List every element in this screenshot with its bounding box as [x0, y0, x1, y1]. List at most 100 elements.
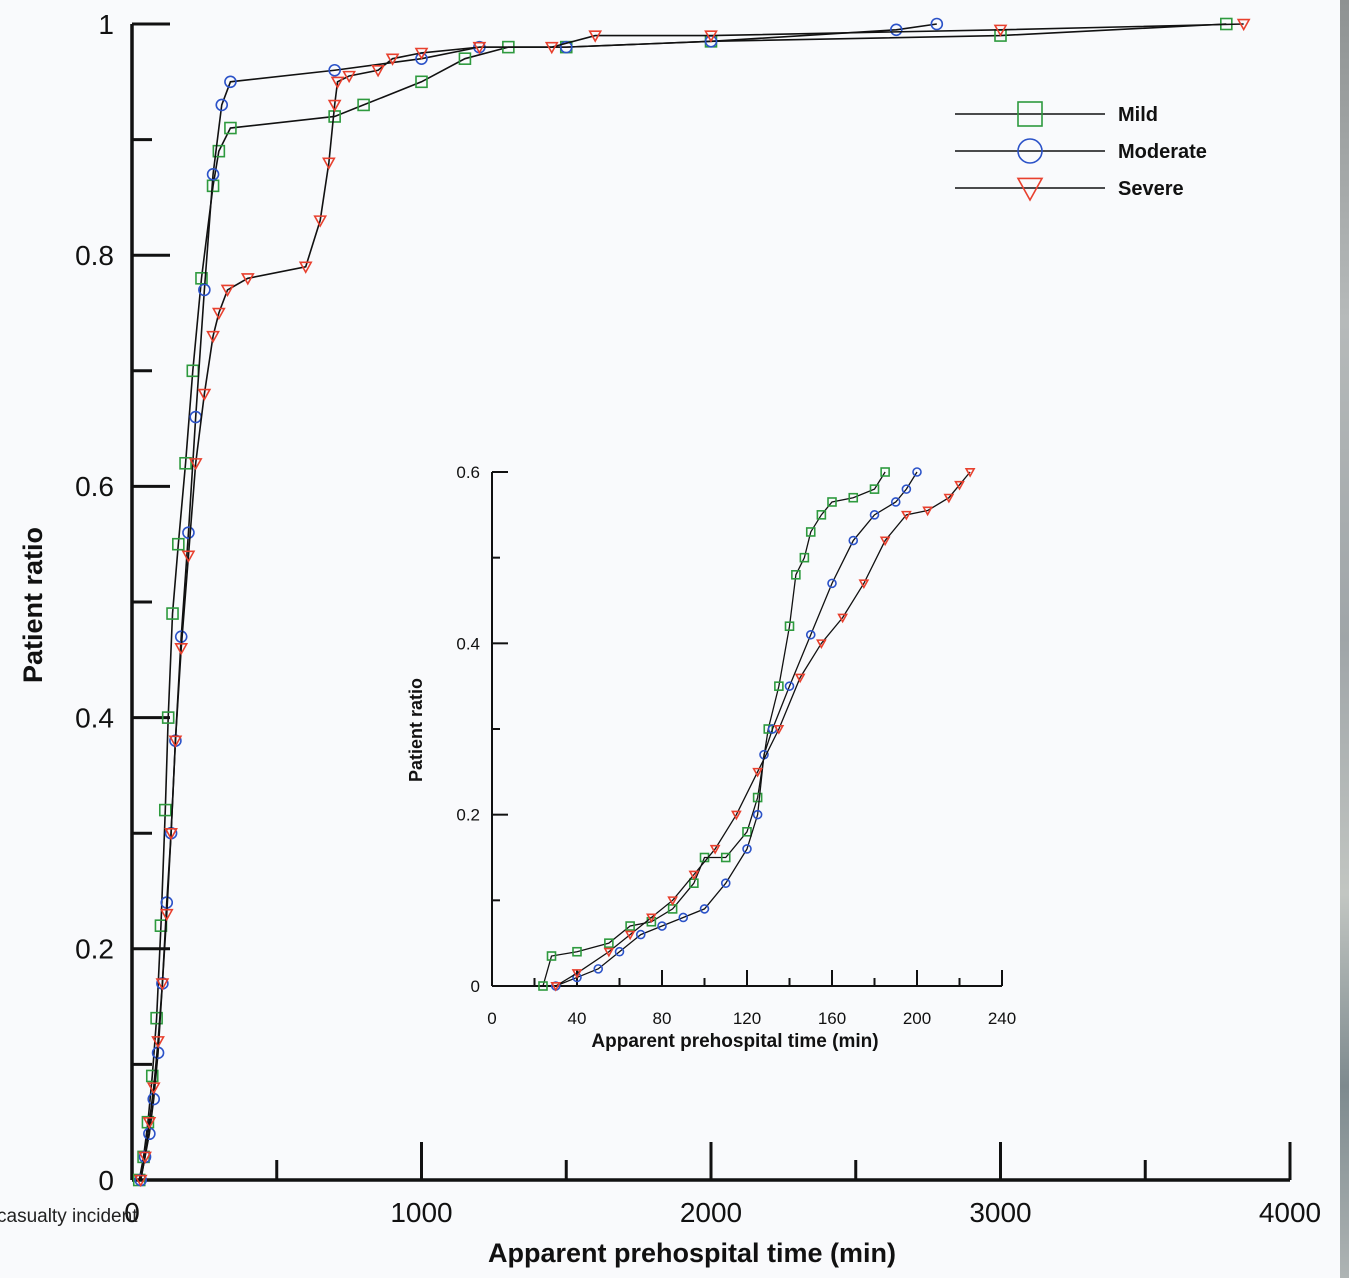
inset-x-tick-label: 40 — [568, 1009, 587, 1028]
main-point-severe — [155, 978, 170, 991]
main-point-severe — [181, 550, 196, 563]
main-point-severe — [151, 1036, 165, 1049]
inset-point-mild — [880, 467, 890, 477]
inset-point-mild — [752, 792, 763, 803]
inset-y-tick-label: 0 — [471, 977, 480, 996]
main-point-mild — [172, 537, 185, 551]
main-point-severe — [240, 273, 255, 286]
photo-edge-strip — [1340, 0, 1349, 1278]
main-point-severe — [168, 735, 183, 748]
inset-point-severe — [879, 536, 891, 547]
inset-point-severe — [837, 613, 848, 624]
main-point-severe — [385, 53, 400, 66]
main-series-line-moderate — [139, 23, 937, 1181]
inset-x-tick-label: 160 — [818, 1009, 846, 1028]
main-point-moderate — [182, 526, 195, 539]
inset-point-mild — [869, 484, 880, 494]
main-x-tick-label: 1000 — [390, 1197, 452, 1228]
inset-point-severe — [816, 639, 827, 649]
main-plot: 00.20.40.60.81 0 1000 2000 3000 4000 Apparen… — [18, 9, 1321, 1268]
inset-point-moderate — [912, 467, 922, 477]
inset-point-severe — [943, 493, 955, 504]
main-point-severe — [211, 307, 226, 321]
inset-point-mild — [784, 621, 795, 632]
main-point-severe — [313, 215, 328, 228]
inset-y-tick-label: 0.6 — [456, 463, 480, 482]
main-series-line-mild — [138, 23, 1227, 1181]
inset-point-mild — [742, 826, 752, 837]
main-y-tick-label: 0 — [98, 1165, 114, 1196]
inset-y-axis-ticks: 0 0.2 0.4 0.6 — [456, 463, 508, 996]
inset-point-mild — [546, 951, 557, 961]
inset-point-severe — [550, 981, 562, 992]
main-point-severe — [342, 70, 356, 84]
main-point-mild — [161, 711, 175, 724]
inset-point-mild — [799, 552, 810, 563]
main-point-severe — [174, 643, 189, 656]
main-series-group — [132, 17, 1251, 1188]
legend-label-severe: Severe — [1118, 178, 1184, 200]
main-point-severe — [322, 157, 336, 170]
main-point-mild — [212, 144, 226, 158]
inset-point-moderate — [635, 929, 646, 940]
main-y-tick-label: 0.2 — [75, 934, 114, 965]
main-point-moderate — [215, 98, 229, 112]
inset-point-severe — [954, 480, 965, 491]
inset-point-mild — [791, 569, 801, 580]
inset-x-tick-label: 200 — [903, 1009, 931, 1028]
inset-point-moderate — [890, 497, 901, 507]
inset-series-line-mild — [542, 471, 886, 987]
inset-point-severe — [922, 506, 933, 517]
legend-label-mild: Mild — [1118, 104, 1158, 126]
main-point-severe — [414, 47, 429, 61]
inset-point-severe — [858, 579, 870, 590]
main-point-mild — [179, 456, 192, 470]
inset-point-mild — [774, 681, 784, 691]
main-point-severe — [371, 65, 385, 78]
inset-series-line-severe — [555, 471, 971, 987]
inset-point-moderate — [720, 878, 731, 889]
main-x-tick-label: 3000 — [969, 1197, 1031, 1228]
main-point-moderate — [328, 63, 341, 77]
main-point-severe — [164, 827, 178, 841]
main-point-severe — [993, 24, 1008, 37]
main-x-tick-label: 2000 — [680, 1197, 742, 1228]
inset-point-severe — [688, 870, 700, 881]
inset-point-mild — [572, 946, 582, 957]
legend-label-moderate: Moderate — [1118, 141, 1207, 163]
inset-point-moderate — [827, 578, 837, 589]
inset-point-severe — [709, 844, 721, 855]
caption-fragment: casualty incident — [0, 1206, 138, 1227]
inset-point-mild — [816, 510, 827, 520]
main-point-severe — [1236, 18, 1251, 32]
inset-point-severe — [773, 724, 785, 735]
main-point-severe — [197, 388, 212, 402]
inset-point-moderate — [869, 510, 880, 520]
main-y-tick-label: 1 — [98, 9, 114, 40]
main-x-tick-label: 0 — [124, 1197, 140, 1228]
main-point-severe — [142, 1117, 157, 1130]
main-point-severe — [133, 1174, 148, 1188]
main-point-severe — [159, 908, 174, 922]
main-point-mild — [166, 607, 179, 620]
legend-marker-severe-icon — [1016, 177, 1044, 202]
inset-series-group — [538, 467, 976, 992]
inset-point-severe — [646, 913, 657, 924]
main-point-severe — [472, 41, 487, 55]
inset-point-severe — [901, 510, 912, 521]
main-point-severe — [704, 30, 718, 43]
main-point-moderate — [206, 167, 220, 181]
main-point-severe — [330, 76, 345, 89]
main-point-moderate — [559, 40, 573, 54]
inset-y-axis-label: Patient ratio — [406, 678, 426, 782]
inset-x-tick-label: 240 — [988, 1009, 1016, 1028]
inset-point-severe — [667, 896, 678, 906]
main-point-severe — [220, 284, 235, 298]
main-x-axis-label: Apparent prehospital time (min) — [488, 1238, 896, 1268]
inset-point-severe — [752, 767, 763, 778]
main-point-severe — [588, 30, 603, 43]
legend-entry-moderate: Moderate — [955, 138, 1207, 164]
main-y-axis-ticks: 0 0.2 0.4 0.6 0.8 1 — [75, 9, 170, 1196]
inset-point-mild — [625, 921, 635, 931]
